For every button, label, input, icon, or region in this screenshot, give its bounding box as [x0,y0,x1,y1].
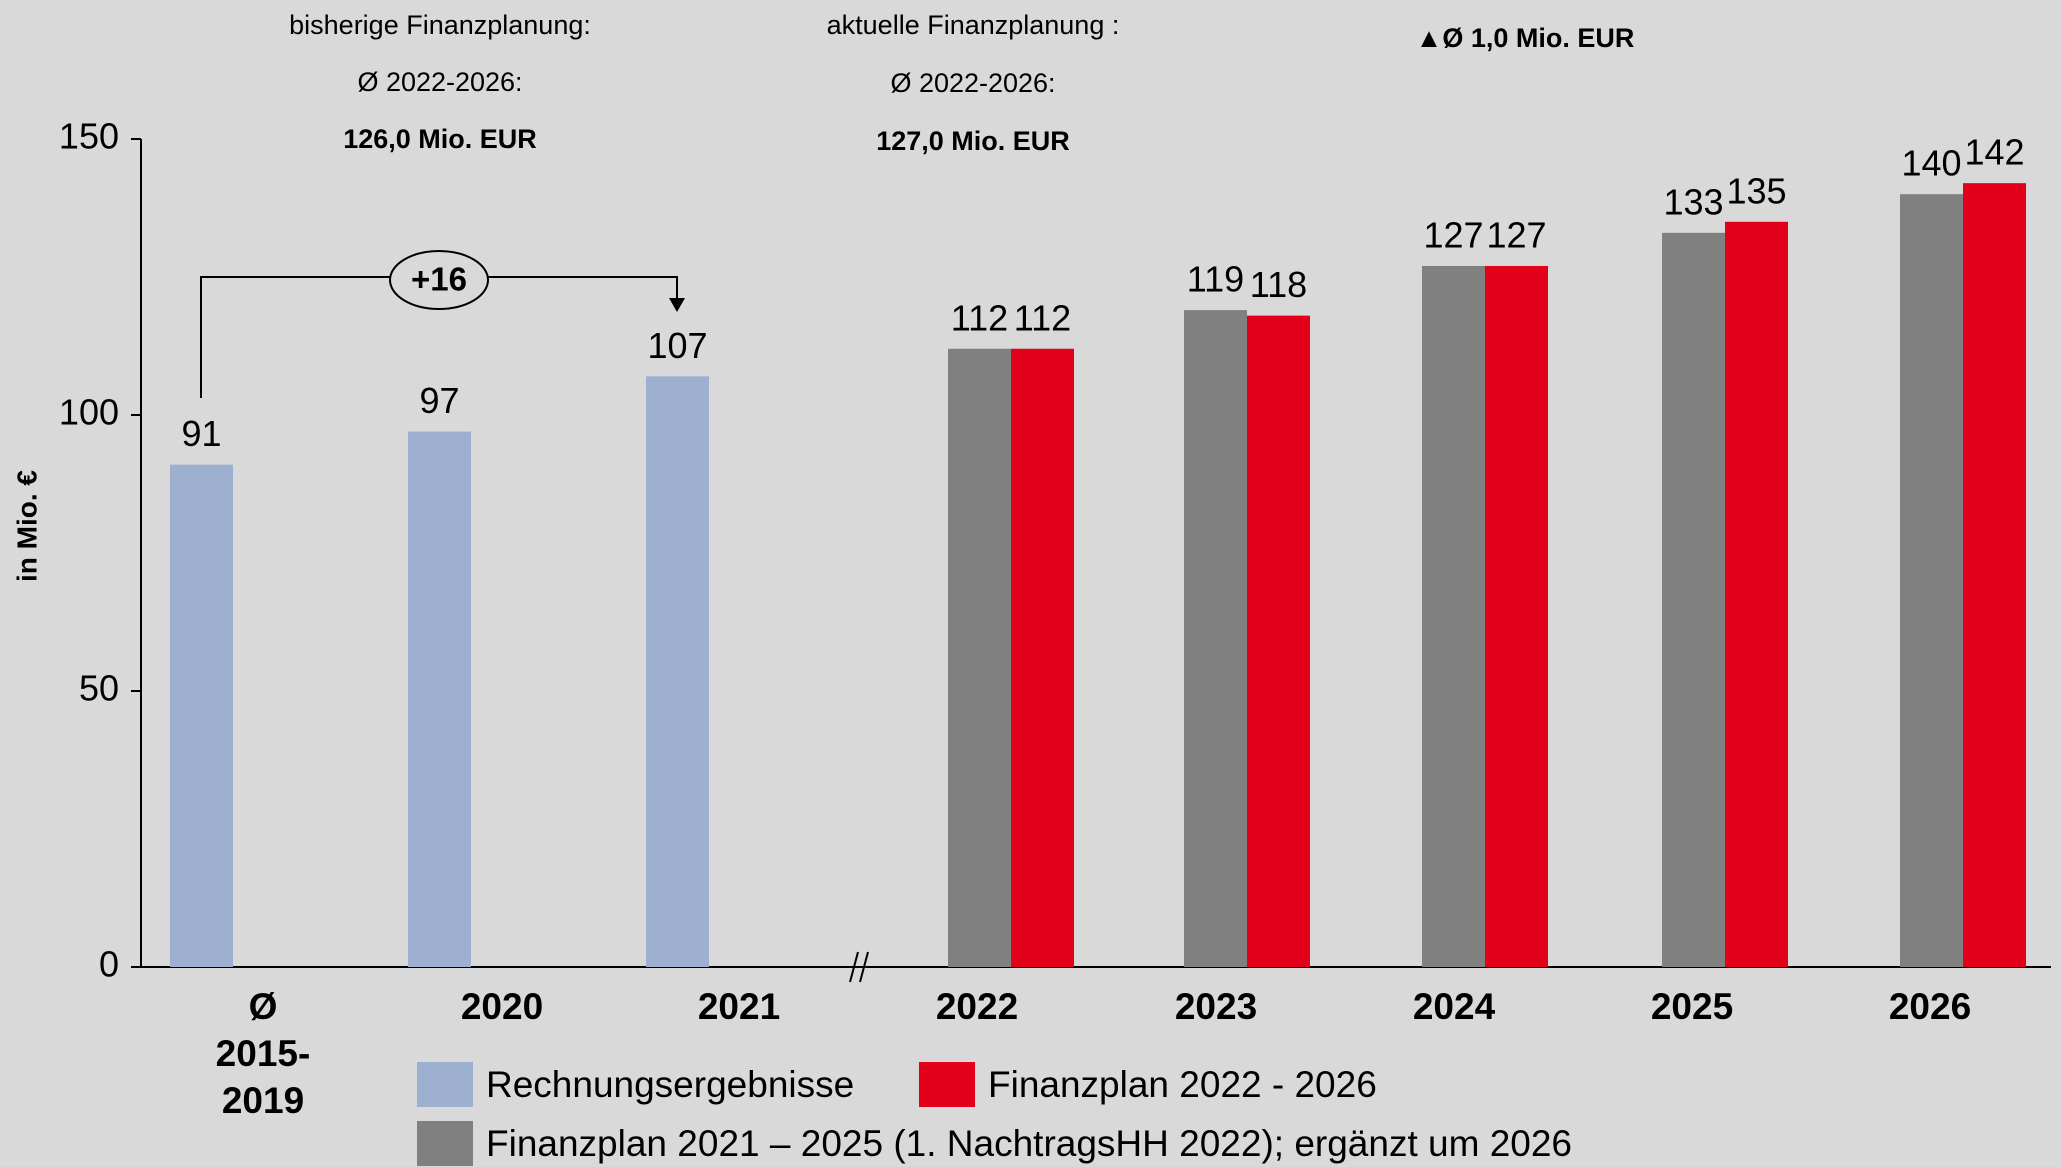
annotation: +16 [411,261,467,298]
value-label: 140 [1901,143,1961,184]
y-tick-label: 100 [59,392,119,433]
x-tick-label: 2021 [698,986,780,1027]
annotation: bisherige Finanzplanung: [289,10,591,40]
annotation: Ø 2022-2026: [357,67,522,97]
legend-label: Finanzplan 2021 – 2025 (1. NachtragsHH 2… [486,1123,1572,1164]
x-tick-label: Ø 2015-2019 [216,986,311,1121]
bar [948,348,1011,967]
annotation: 127,0 Mio. EUR [876,126,1070,156]
x-tick-label: 2022 [936,986,1018,1027]
bar [1247,315,1310,967]
annotation-ellipse [389,250,489,310]
bar [1011,348,1074,967]
y-axis-label: in Mio. € [11,470,42,582]
value-label: 119 [1187,259,1244,300]
value-label: 112 [951,297,1008,338]
bar [1900,194,1963,967]
value-label: 112 [1014,297,1071,338]
legend-swatch [417,1121,473,1166]
bar [1725,221,1788,968]
value-label: 133 [1663,181,1723,222]
value-label: 127 [1486,214,1546,255]
bar [1184,310,1247,967]
y-tick-label: 50 [79,668,119,709]
value-label: 118 [1250,264,1307,305]
value-label: 127 [1423,214,1483,255]
legend-label: Rechnungsergebnisse [486,1064,854,1105]
legend-swatch [919,1062,975,1107]
bar [646,376,709,967]
legend-label: Finanzplan 2022 - 2026 [988,1064,1377,1105]
annotation: aktuelle Finanzplanung : [827,10,1120,40]
x-tick-label: 2023 [1175,986,1257,1027]
axis-break [849,951,859,983]
x-tick-label: 2025 [1651,986,1733,1027]
y-tick-label: 0 [99,944,119,985]
bar [170,464,233,967]
arrow-head [669,298,685,312]
value-label: 107 [647,325,707,366]
y-tick-label: 150 [59,116,119,157]
annotation: ▲Ø 1,0 Mio. EUR [1416,23,1635,53]
bar [408,431,471,967]
value-label: 97 [419,380,459,421]
value-label: 135 [1726,170,1786,211]
value-label: 142 [1964,132,2024,173]
bar [1662,232,1725,968]
x-tick-label: 2020 [461,986,543,1027]
annotation: Ø 2022-2026: [890,68,1055,98]
x-tick-label: 2024 [1413,986,1496,1027]
value-label: 91 [181,413,221,454]
x-tick-label: 2026 [1889,986,1971,1027]
legend-swatch [417,1062,473,1107]
bar [1422,265,1485,968]
annotation: 126,0 Mio. EUR [343,124,537,154]
axis-break [859,951,869,983]
bar [1485,265,1548,968]
bar [1963,183,2026,967]
